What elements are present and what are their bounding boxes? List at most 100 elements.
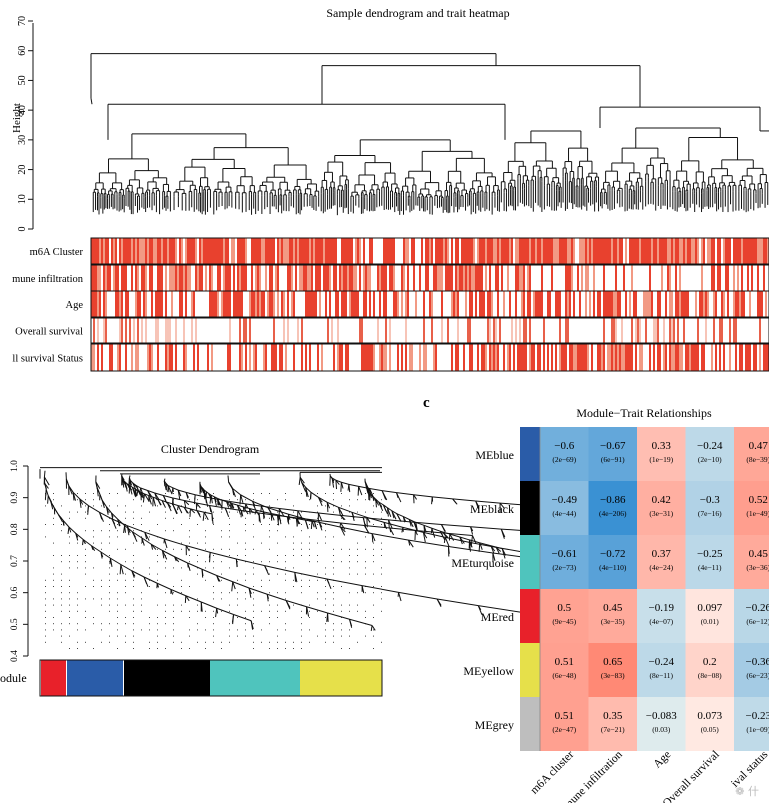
trait-cell — [615, 291, 617, 317]
trait-cell — [687, 344, 689, 371]
dendrogram-branch — [228, 481, 233, 489]
grid-dot — [45, 629, 46, 631]
grid-dot — [317, 573, 318, 575]
heatmap-cell — [685, 697, 734, 751]
trait-cell — [337, 291, 339, 317]
grid-dot — [133, 586, 134, 587]
trait-cell — [687, 238, 689, 264]
trait-cell — [723, 291, 725, 317]
dendrogram-branch — [248, 587, 268, 595]
grid-dot — [165, 623, 166, 625]
dendrogram-leaf — [72, 492, 75, 501]
dendrogram-branch — [203, 489, 207, 493]
dendrogram-branch — [372, 533, 409, 541]
trait-cell — [381, 344, 383, 371]
panel-c: c Module−Trait Relationships MEblue−0.6(… — [423, 395, 769, 803]
dendrogram-branch — [478, 605, 522, 613]
trait-cell — [619, 344, 621, 371]
trait-cell — [429, 238, 431, 264]
panel-b-ytick-label: 0.5 — [10, 618, 20, 630]
trait-cell — [747, 265, 749, 291]
trait-cell — [405, 238, 407, 264]
heatmap-cell — [540, 697, 589, 751]
trait-cell — [131, 238, 133, 264]
dendrogram-branch — [68, 526, 77, 534]
grid-dot — [45, 598, 46, 600]
cell-pvalue: (0.03) — [652, 725, 671, 734]
trait-cell — [255, 291, 257, 317]
grid-dot — [77, 592, 78, 594]
grid-dot — [117, 524, 118, 525]
dendrogram-branch — [53, 507, 59, 515]
trait-cell — [153, 238, 155, 264]
trait-cell — [91, 238, 93, 264]
trait-cell — [433, 265, 435, 291]
trait-cell — [453, 291, 455, 317]
trait-cell — [203, 238, 205, 264]
grid-dot — [245, 530, 246, 532]
trait-cell — [95, 291, 97, 317]
panel-a-dendrogram — [90, 53, 769, 216]
trait-cell — [145, 318, 147, 343]
grid-dot — [213, 635, 214, 637]
grid-dot — [189, 610, 190, 612]
trait-cell — [113, 265, 115, 291]
grid-dot — [189, 635, 190, 637]
dendrogram-leaf — [470, 526, 474, 532]
grid-dot — [189, 511, 190, 513]
cell-pvalue: (8e−39) — [746, 455, 769, 464]
trait-cell — [235, 291, 237, 317]
trait-cell — [445, 238, 447, 264]
trait-cell — [171, 265, 173, 291]
dendrogram-branch — [163, 480, 167, 484]
dendrogram-leaf — [250, 620, 254, 630]
trait-cell — [729, 318, 731, 343]
trait-cell — [677, 318, 679, 343]
dendrogram-leaf — [340, 526, 346, 533]
trait-cell — [345, 238, 347, 264]
grid-dot — [157, 648, 158, 649]
grid-dot — [173, 641, 174, 643]
trait-cell — [243, 238, 245, 264]
grid-dot — [61, 530, 62, 532]
trait-cell — [619, 291, 621, 317]
trait-cell — [317, 265, 319, 291]
trait-cell — [507, 238, 509, 264]
trait-cell — [159, 291, 161, 317]
grid-dot — [245, 610, 246, 612]
trait-cell — [93, 238, 95, 264]
trait-cell — [439, 265, 441, 291]
dendrogram-branch — [437, 598, 479, 607]
trait-cell — [425, 238, 427, 264]
grid-dot — [293, 604, 294, 606]
grid-dot — [101, 586, 102, 587]
dendrogram-branch — [151, 543, 163, 551]
trait-cell — [345, 265, 347, 291]
trait-cell — [559, 291, 561, 317]
trait-cell — [543, 318, 545, 343]
trait-cell — [643, 291, 645, 317]
trait-cell — [581, 344, 583, 371]
grid-dot — [69, 648, 70, 649]
trait-cell — [335, 291, 337, 317]
trait-cell — [739, 291, 741, 317]
grid-dot — [253, 536, 254, 538]
trait-cell — [261, 238, 263, 264]
grid-dot — [109, 493, 110, 494]
trait-cell — [741, 344, 743, 371]
module-row-color — [520, 643, 540, 697]
trait-cell — [185, 265, 187, 291]
grid-dot — [205, 536, 206, 538]
trait-cell — [501, 238, 503, 264]
trait-cell — [469, 318, 471, 343]
trait-cell — [219, 238, 221, 264]
trait-cell — [767, 344, 769, 371]
grid-dot — [293, 586, 294, 587]
trait-cell — [633, 291, 635, 317]
dendrogram-branch — [318, 496, 328, 503]
grid-dot — [365, 561, 366, 563]
cell-pvalue: (4e−11) — [698, 563, 722, 572]
grid-dot — [221, 641, 222, 643]
grid-dot — [373, 505, 374, 507]
grid-dot — [181, 648, 182, 649]
